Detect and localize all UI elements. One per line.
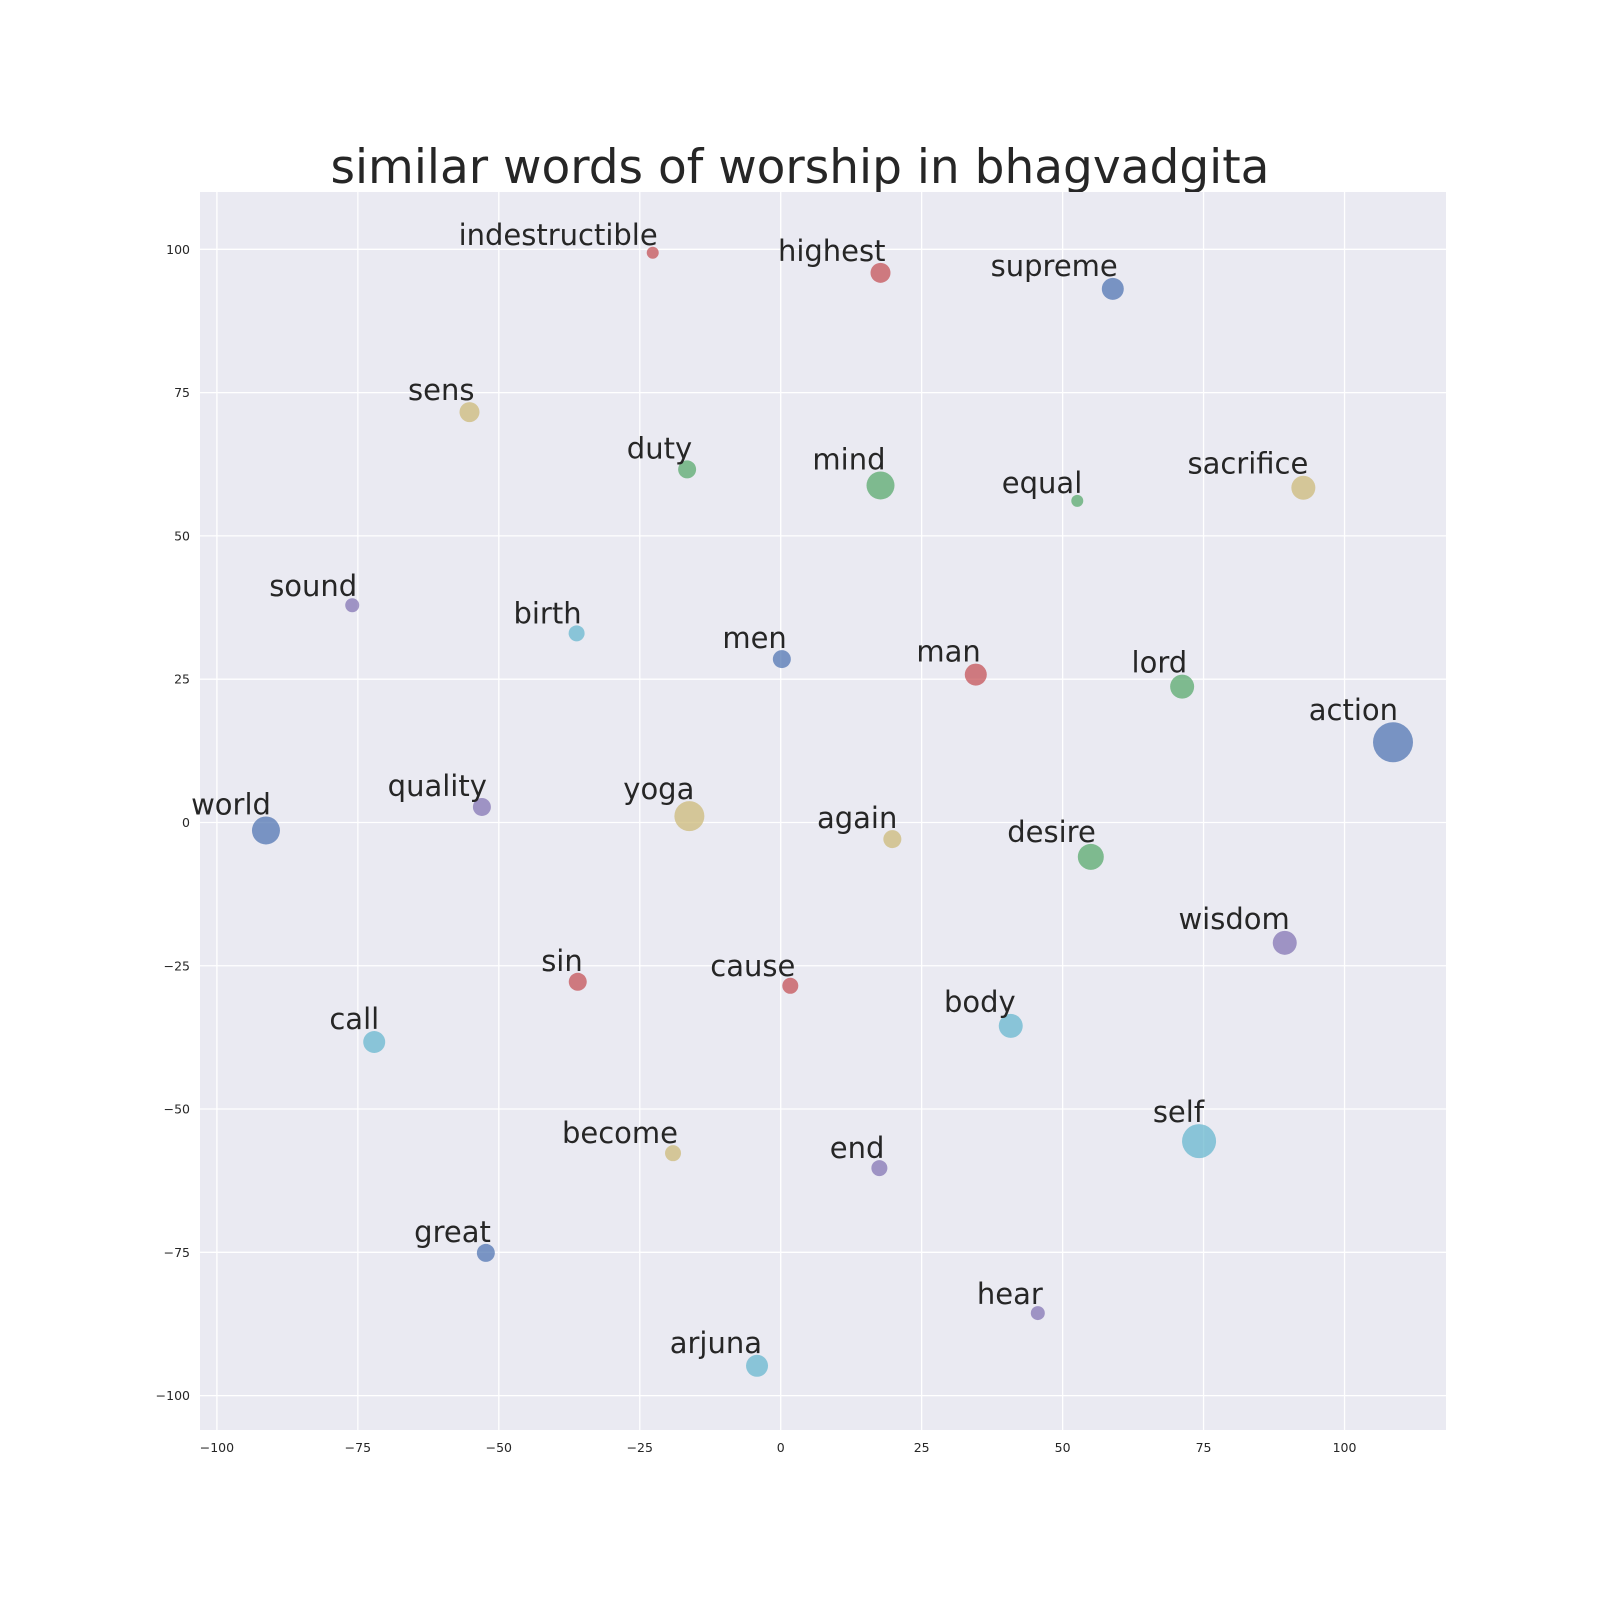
point-great <box>476 1243 495 1262</box>
point-hear <box>1030 1306 1045 1321</box>
tick-labels: −100 −75 −50 −25 0 25 50 75 100 −100 −75 −50 −25 0 25 5… <box>156 242 1357 1455</box>
point-yoga <box>674 801 705 832</box>
point-label-world: world <box>191 787 271 821</box>
point-labels: indestructible highest supreme sens duty mind… <box>191 218 1398 1360</box>
point-action <box>1373 722 1414 763</box>
point-arjuna <box>746 1354 769 1377</box>
points <box>251 246 1414 1377</box>
point-label-arjuna: arjuna <box>670 1326 762 1360</box>
y-tick-label: −50 <box>164 1102 190 1117</box>
point-label-desire: desire <box>1007 815 1096 849</box>
x-tick-label: −25 <box>627 1440 653 1455</box>
chart-title: similar words of worship in bhagvadgita <box>330 140 1270 195</box>
point-label-birth: birth <box>513 596 581 630</box>
point-sacrifice <box>1291 475 1316 500</box>
point-wisdom <box>1272 930 1297 955</box>
point-label-yoga: yoga <box>623 772 694 806</box>
point-label-call: call <box>329 1002 379 1036</box>
point-sound <box>345 598 360 613</box>
point-equal <box>1071 494 1084 507</box>
point-mind <box>866 471 895 500</box>
point-label-highest: highest <box>778 234 886 268</box>
point-label-great: great <box>414 1215 491 1249</box>
point-label-sound: sound <box>269 569 357 603</box>
point-label-lord: lord <box>1132 646 1188 680</box>
point-label-sacrifice: sacrifice <box>1187 447 1308 481</box>
point-cause <box>782 977 799 994</box>
point-label-wisdom: wisdom <box>1178 902 1289 936</box>
point-label-become: become <box>562 1116 678 1150</box>
y-tick-label: −100 <box>156 1388 190 1403</box>
point-duty <box>678 460 697 479</box>
point-label-again: again <box>817 801 897 835</box>
point-label-man: man <box>916 635 980 669</box>
point-self <box>1182 1124 1217 1159</box>
point-lord <box>1170 674 1195 699</box>
y-tick-label: 50 <box>174 528 190 543</box>
y-tick-label: −25 <box>164 958 190 973</box>
point-label-action: action <box>1309 693 1398 727</box>
point-label-sens: sens <box>408 373 474 407</box>
point-label-duty: duty <box>627 431 692 465</box>
point-label-sin: sin <box>541 944 583 978</box>
point-men <box>772 650 791 669</box>
point-desire <box>1077 843 1104 870</box>
point-label-cause: cause <box>710 949 795 983</box>
y-tick-label: 25 <box>174 672 190 687</box>
x-tick-label: 75 <box>1196 1440 1212 1455</box>
point-indestructible <box>646 246 659 259</box>
x-tick-label: −75 <box>345 1440 371 1455</box>
plot-area <box>200 192 1446 1430</box>
y-tick-label: 75 <box>174 385 190 400</box>
point-label-hear: hear <box>977 1277 1043 1311</box>
point-label-equal: equal <box>1002 466 1082 500</box>
point-label-body: body <box>944 985 1016 1019</box>
x-tick-label: −50 <box>486 1440 512 1455</box>
point-man <box>964 663 987 686</box>
point-birth <box>568 625 585 642</box>
x-tick-label: 50 <box>1055 1440 1071 1455</box>
point-world <box>251 816 280 845</box>
point-label-supreme: supreme <box>991 249 1118 283</box>
point-sin <box>568 972 587 991</box>
point-highest <box>870 262 891 283</box>
point-end <box>871 1160 888 1177</box>
point-label-men: men <box>722 621 786 655</box>
x-tick-label: 0 <box>777 1440 785 1455</box>
point-label-self: self <box>1153 1095 1205 1129</box>
point-again <box>883 830 902 849</box>
x-tick-label: 100 <box>1333 1440 1357 1455</box>
y-tick-label: 0 <box>182 815 190 830</box>
point-supreme <box>1101 277 1124 300</box>
point-label-end: end <box>830 1131 885 1165</box>
grid <box>200 192 1446 1430</box>
y-tick-label: −75 <box>164 1245 190 1260</box>
point-become <box>665 1145 682 1162</box>
point-label-mind: mind <box>812 442 885 476</box>
point-label-quality: quality <box>388 769 487 803</box>
y-tick-label: 100 <box>166 242 190 257</box>
point-quality <box>472 797 491 816</box>
point-sens <box>459 402 480 423</box>
point-label-indestructible: indestructible <box>459 218 658 252</box>
x-tick-label: 25 <box>914 1440 930 1455</box>
x-tick-label: −100 <box>200 1440 234 1455</box>
point-call <box>363 1030 386 1053</box>
point-body <box>998 1013 1023 1038</box>
